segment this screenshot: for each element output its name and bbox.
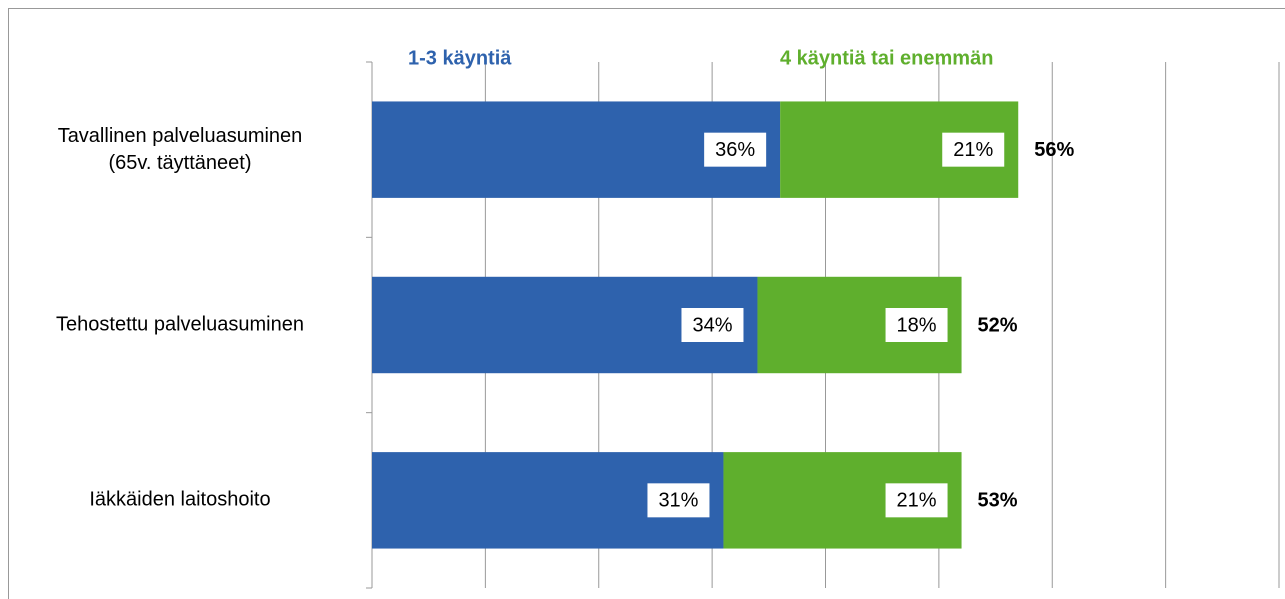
value-label: 36%	[715, 139, 755, 161]
category-label: Tehostettu palveluasuminen	[56, 313, 304, 336]
value-label-box	[885, 308, 948, 342]
category-label: Tavallinen palveluasuminen (65v. täyttän…	[57, 124, 303, 174]
legend-entry: 1-3 käyntiä	[408, 47, 512, 69]
value-label-box	[942, 132, 1005, 167]
value-label: 31%	[658, 490, 698, 512]
value-label: 21%	[953, 139, 993, 161]
legend-entry: 4 käyntiä tai enemmän	[780, 47, 993, 69]
total-label: 52%	[978, 314, 1018, 336]
value-label-box	[704, 132, 767, 167]
total-label: 53%	[978, 490, 1018, 512]
value-label: 34%	[692, 314, 732, 336]
value-label-box	[647, 483, 710, 518]
category-label: Iäkkäiden laitoshoito	[89, 488, 271, 511]
value-label: 18%	[897, 314, 937, 336]
total-label: 56%	[1034, 139, 1074, 161]
value-label-box	[681, 308, 744, 342]
value-label-box	[885, 483, 948, 518]
value-label: 21%	[897, 490, 937, 512]
frame	[8, 8, 1285, 599]
